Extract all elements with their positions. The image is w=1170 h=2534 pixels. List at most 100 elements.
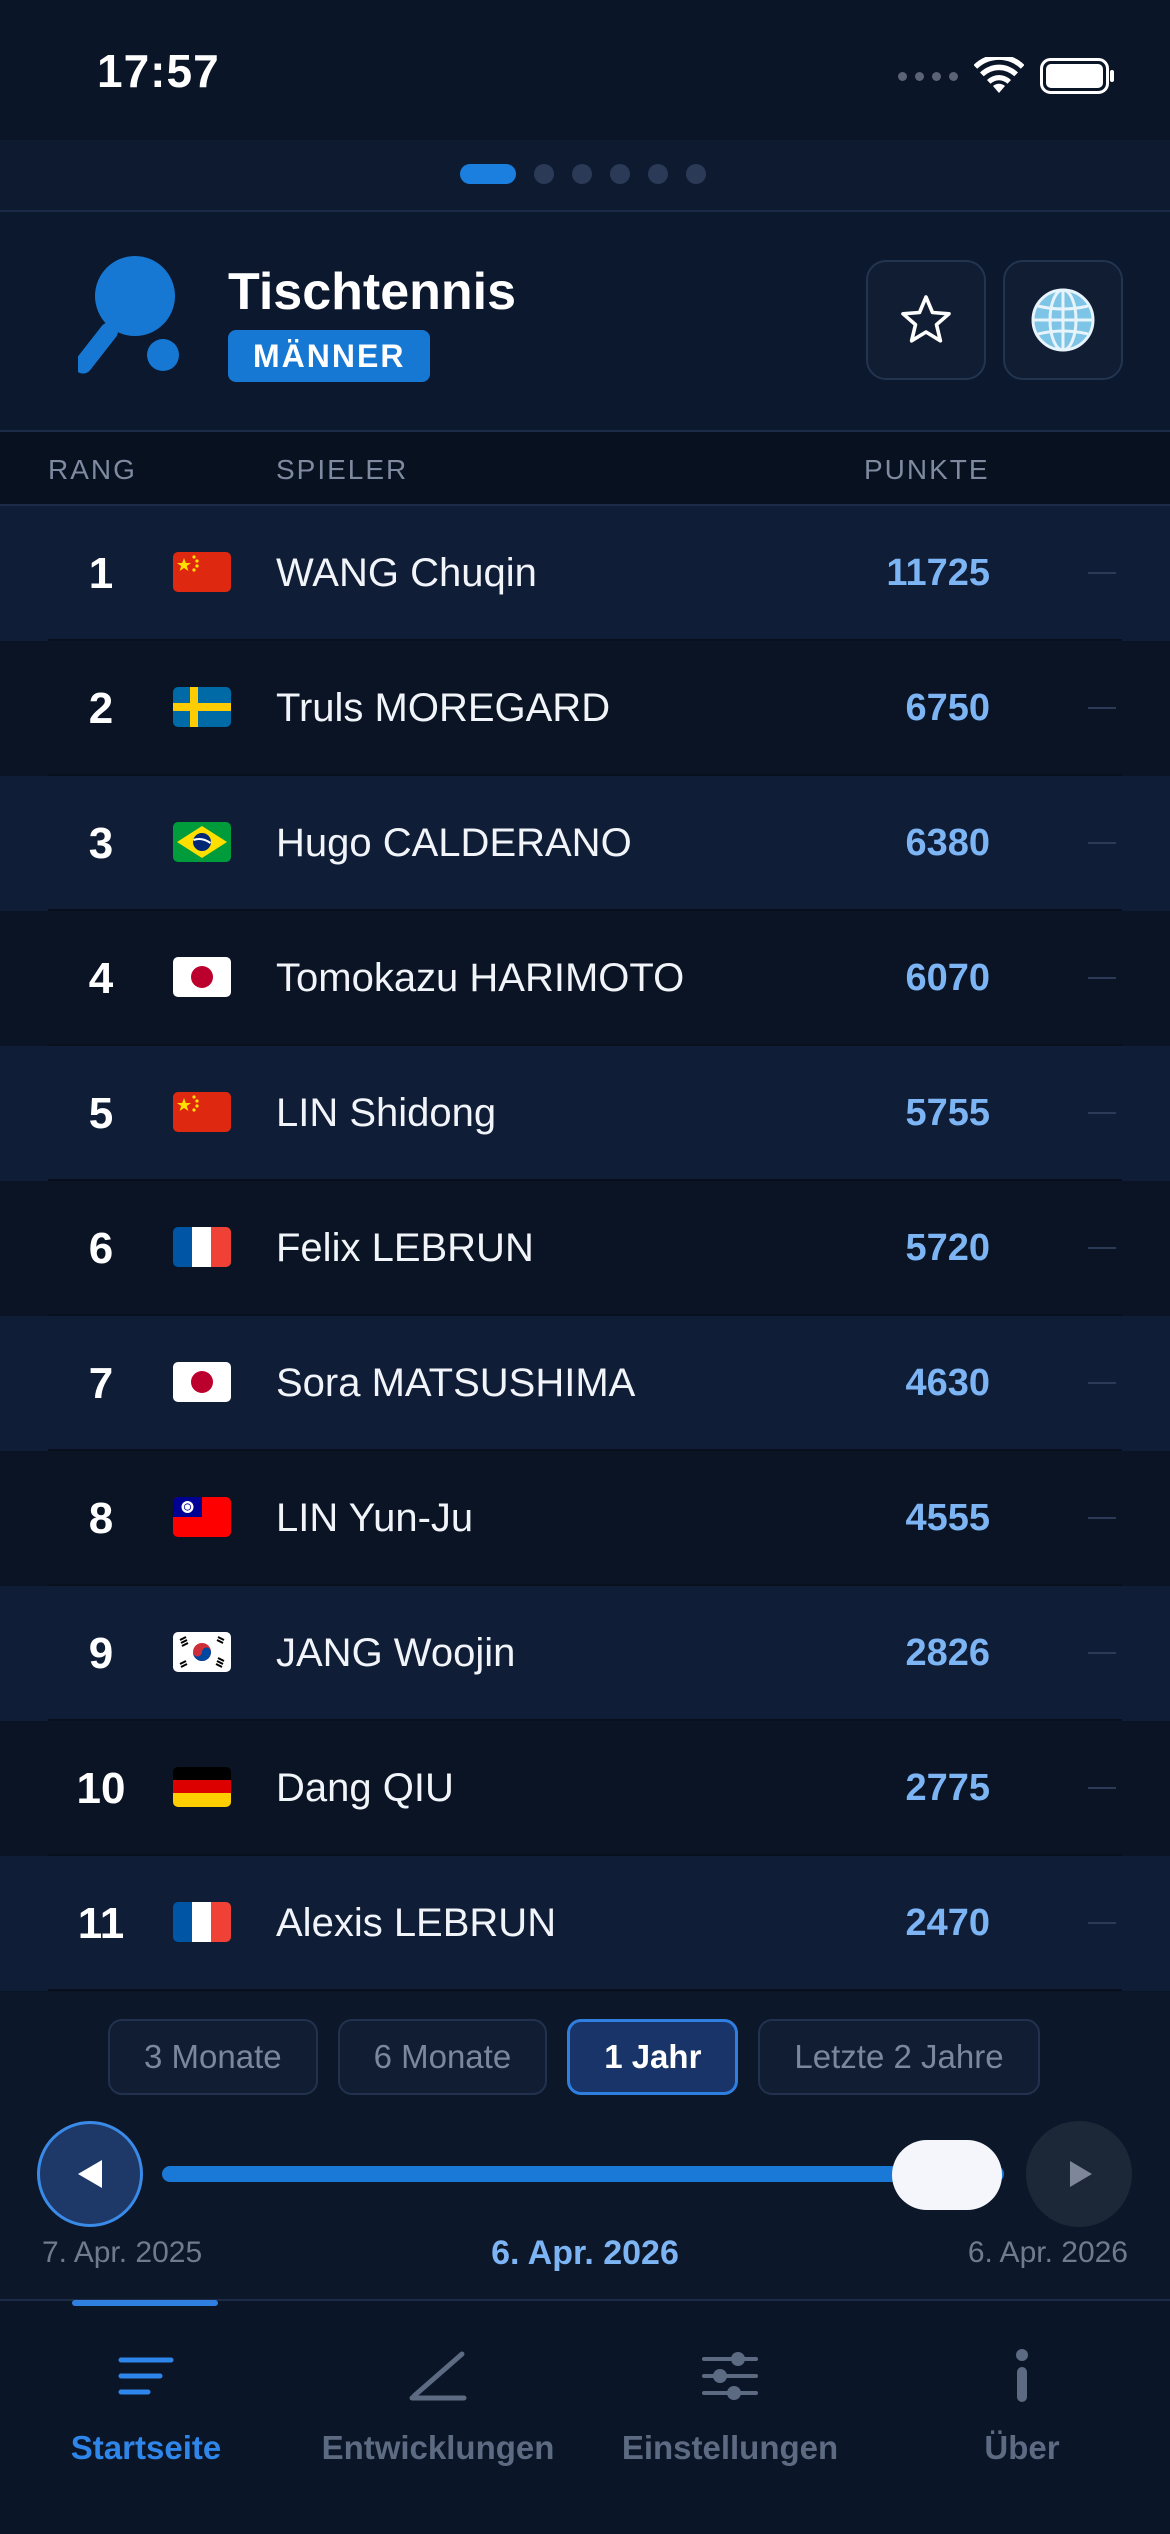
trend-neutral-icon — [1088, 1652, 1116, 1654]
rank-number: 10 — [76, 1764, 126, 1813]
cellular-signal-icon — [898, 71, 958, 81]
country-flag-icon — [173, 957, 231, 997]
country-flag-icon — [173, 1092, 231, 1132]
trend-neutral-icon — [1088, 572, 1116, 574]
column-header-player: SPIELER — [276, 454, 409, 485]
page-dot[interactable] — [460, 164, 516, 184]
page-dot[interactable] — [534, 164, 554, 184]
timeline-slider-track[interactable] — [162, 2166, 1004, 2182]
country-flag-icon — [173, 1497, 231, 1537]
page-dot[interactable] — [610, 164, 630, 184]
country-flag-icon — [173, 1767, 231, 1807]
period-chip[interactable]: 1 Jahr — [567, 2019, 739, 2095]
player-name: LIN Shidong — [276, 1091, 497, 1135]
table-row[interactable]: 6 Felix LEBRUN 5720 — [0, 1181, 1170, 1316]
player-name: Hugo CALDERANO — [276, 821, 632, 865]
trend-neutral-icon — [1088, 977, 1116, 979]
table-row[interactable]: 10 Dang QIU 2775 — [0, 1721, 1170, 1856]
table-tennis-paddle-icon — [78, 256, 179, 374]
tab-info[interactable]: Über — [876, 2301, 1168, 2534]
trend-neutral-icon — [1088, 1787, 1116, 1789]
player-points: 6750 — [905, 687, 990, 729]
trend-neutral-icon — [1088, 1517, 1116, 1519]
table-row[interactable]: 11 Alexis LEBRUN 2470 — [0, 1856, 1170, 1991]
timeline-current-date: 6. Apr. 2026 — [491, 2234, 679, 2272]
trend-neutral-icon — [1088, 1922, 1116, 1924]
rank-number: 1 — [88, 549, 114, 598]
tab-trend-line[interactable]: Entwicklungen — [292, 2301, 584, 2534]
table-row[interactable]: 5 LIN Shidong 5755 — [0, 1046, 1170, 1181]
table-header: RANG SPIELER PUNKTE — [0, 432, 1170, 506]
player-points: 5755 — [905, 1092, 990, 1134]
page-dot[interactable] — [572, 164, 592, 184]
country-flag-icon — [173, 822, 231, 862]
info-icon — [876, 2341, 1168, 2411]
trend-neutral-icon — [1088, 1382, 1116, 1384]
gender-badge: MÄNNER — [228, 330, 431, 382]
table-row[interactable]: 4 Tomokazu HARIMOTO 6070 — [0, 911, 1170, 1046]
table-row[interactable]: 7 Sora MATSUSHIMA 4630 — [0, 1316, 1170, 1451]
page-dot[interactable] — [648, 164, 668, 184]
player-points: 5720 — [905, 1227, 990, 1269]
player-name: Truls MOREGARD — [276, 686, 611, 730]
trend-line-icon — [292, 2341, 584, 2411]
list-lines-icon — [0, 2341, 292, 2411]
timeline-start-date: 7. Apr. 2025 — [42, 2236, 203, 2269]
player-points: 4555 — [905, 1497, 990, 1539]
tab-label: Einstellungen — [621, 2429, 839, 2466]
player-points: 2826 — [905, 1632, 990, 1674]
next-date-button[interactable] — [1026, 2121, 1132, 2227]
page-dot[interactable] — [686, 164, 706, 184]
page-indicator[interactable] — [460, 164, 706, 184]
tab-label: Entwicklungen — [321, 2429, 555, 2466]
period-chip[interactable]: 6 Monate — [337, 2019, 548, 2095]
timeline-end-date: 6. Apr. 2026 — [967, 2236, 1128, 2269]
player-name: Dang QIU — [276, 1766, 454, 1810]
status-time: 17:57 — [97, 45, 220, 97]
player-points: 2775 — [905, 1767, 990, 1809]
table-row[interactable]: 2 Truls MOREGARD 6750 — [0, 641, 1170, 776]
wifi-icon — [974, 57, 1024, 93]
player-points: 11725 — [886, 552, 990, 594]
player-name: Tomokazu HARIMOTO — [276, 956, 685, 1000]
player-points: 6070 — [905, 957, 990, 999]
status-bar: 17:57 — [0, 0, 1170, 140]
pager-strip — [0, 140, 1170, 212]
trend-neutral-icon — [1088, 707, 1116, 709]
globe-icon — [1031, 288, 1095, 352]
period-chip[interactable]: 3 Monate — [108, 2019, 318, 2095]
play-left-icon — [78, 2160, 102, 2188]
play-right-icon — [1070, 2161, 1092, 2187]
player-name: JANG Woojin — [276, 1631, 516, 1675]
table-row[interactable]: 3 Hugo CALDERANO 6380 — [0, 776, 1170, 911]
tab-bar: Startseite Entwicklungen Einstellungen Ü… — [0, 2299, 1170, 2534]
tab-list-lines[interactable]: Startseite — [0, 2301, 292, 2534]
player-name: Sora MATSUSHIMA — [276, 1361, 636, 1405]
previous-date-button[interactable] — [37, 2121, 143, 2227]
player-points: 4630 — [905, 1362, 990, 1404]
page-title: Tischtennis — [228, 263, 517, 321]
period-chip[interactable]: Letzte 2 Jahre — [758, 2019, 1040, 2095]
country-flag-icon — [173, 552, 231, 592]
table-row[interactable]: 8 LIN Yun-Ju 4555 — [0, 1451, 1170, 1586]
period-selector: 3 Monate 6 Monate 1 Jahr Letzte 2 Jahre — [108, 2019, 1040, 2095]
player-name: LIN Yun-Ju — [276, 1496, 474, 1540]
player-name: Felix LEBRUN — [276, 1226, 534, 1270]
timeline-slider-thumb[interactable] — [892, 2140, 1002, 2210]
rank-number: 2 — [88, 684, 114, 733]
star-outline-icon — [901, 295, 951, 343]
table-row[interactable]: 9 JANG Woojin 2826 — [0, 1586, 1170, 1721]
column-header-points: PUNKTE — [864, 454, 990, 485]
globe-button[interactable] — [1003, 260, 1123, 380]
country-flag-icon — [173, 687, 231, 727]
ranking-header: Tischtennis MÄNNER — [0, 212, 1170, 432]
favorite-button[interactable] — [866, 260, 986, 380]
sliders-icon — [584, 2341, 876, 2411]
trend-neutral-icon — [1088, 842, 1116, 844]
rank-number: 11 — [77, 1899, 125, 1948]
country-flag-icon — [173, 1902, 231, 1942]
table-row[interactable]: 1 WANG Chuqin 11725 — [0, 506, 1170, 641]
trend-neutral-icon — [1088, 1112, 1116, 1114]
tab-sliders[interactable]: Einstellungen — [584, 2301, 876, 2534]
tab-label: Über — [984, 2429, 1060, 2466]
